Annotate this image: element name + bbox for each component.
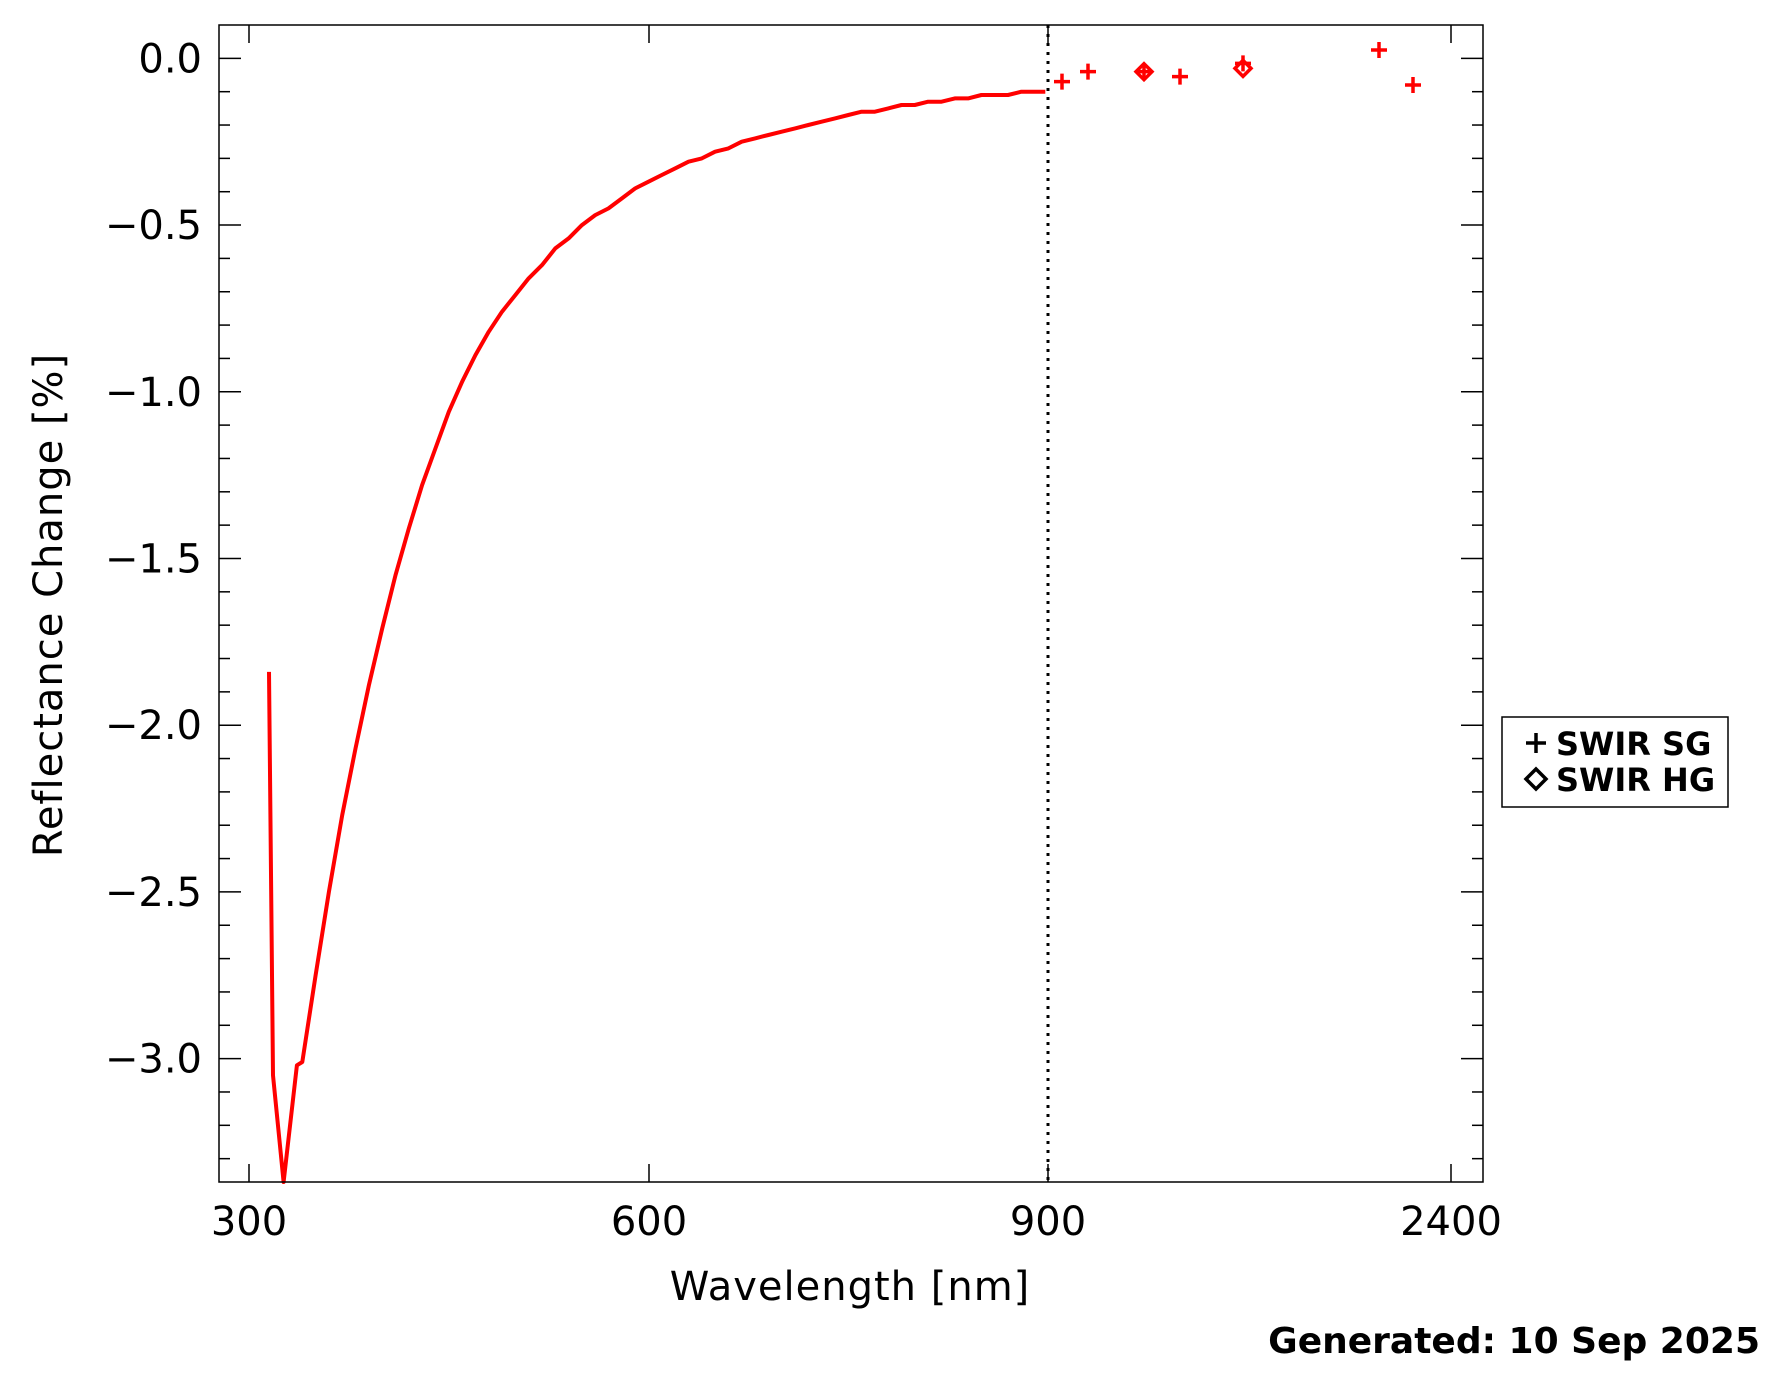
x-tick-label: 2400 bbox=[1400, 1199, 1502, 1245]
swir-sg-marker bbox=[1371, 42, 1387, 59]
swir-sg-marker bbox=[1136, 63, 1152, 80]
x-tick-label: 300 bbox=[211, 1199, 287, 1245]
swir-sg-marker bbox=[1054, 73, 1070, 90]
legend-plus-icon bbox=[1526, 733, 1546, 753]
y-tick-label: −0.5 bbox=[105, 203, 202, 249]
y-axis-title: Reflectance Change [%] bbox=[26, 353, 72, 857]
swir-sg-marker bbox=[1405, 77, 1421, 94]
x-axis-title: Wavelength [nm] bbox=[670, 1264, 1031, 1310]
legend-diamond-icon bbox=[1523, 766, 1549, 792]
x-tick-labels: 300 600 900 2400 bbox=[211, 1199, 1502, 1245]
plot-frame bbox=[218, 24, 1484, 1183]
y-tick-labels: 0.0 −0.5 −1.0 −1.5 −2.0 −2.5 −3.0 bbox=[105, 36, 202, 1082]
legend-label: SWIR SG bbox=[1556, 725, 1711, 763]
y-tick-label: 0.0 bbox=[138, 36, 202, 82]
legend-label: SWIR HG bbox=[1556, 761, 1715, 799]
y-tick-label: −1.5 bbox=[105, 536, 202, 582]
y-tick-label: −1.0 bbox=[105, 370, 202, 416]
swir-hg-marker bbox=[1133, 61, 1155, 83]
axis-ticks bbox=[219, 25, 1483, 1182]
plot-series bbox=[267, 42, 1421, 1184]
y-tick-label: −3.0 bbox=[105, 1037, 202, 1083]
swir-hg-marker bbox=[1232, 57, 1254, 79]
swir-sg-marker bbox=[1172, 68, 1188, 85]
legend-box bbox=[1501, 716, 1729, 808]
generated-date: Generated: 10 Sep 2025 bbox=[1268, 1321, 1760, 1362]
x-tick-label: 900 bbox=[1010, 1199, 1086, 1245]
y-tick-label: −2.5 bbox=[105, 870, 202, 916]
x-tick-label: 600 bbox=[611, 1199, 687, 1245]
reflectance-line bbox=[267, 89, 1046, 1184]
y-tick-label: −2.0 bbox=[105, 703, 202, 749]
swir-sg-marker bbox=[1080, 63, 1096, 80]
